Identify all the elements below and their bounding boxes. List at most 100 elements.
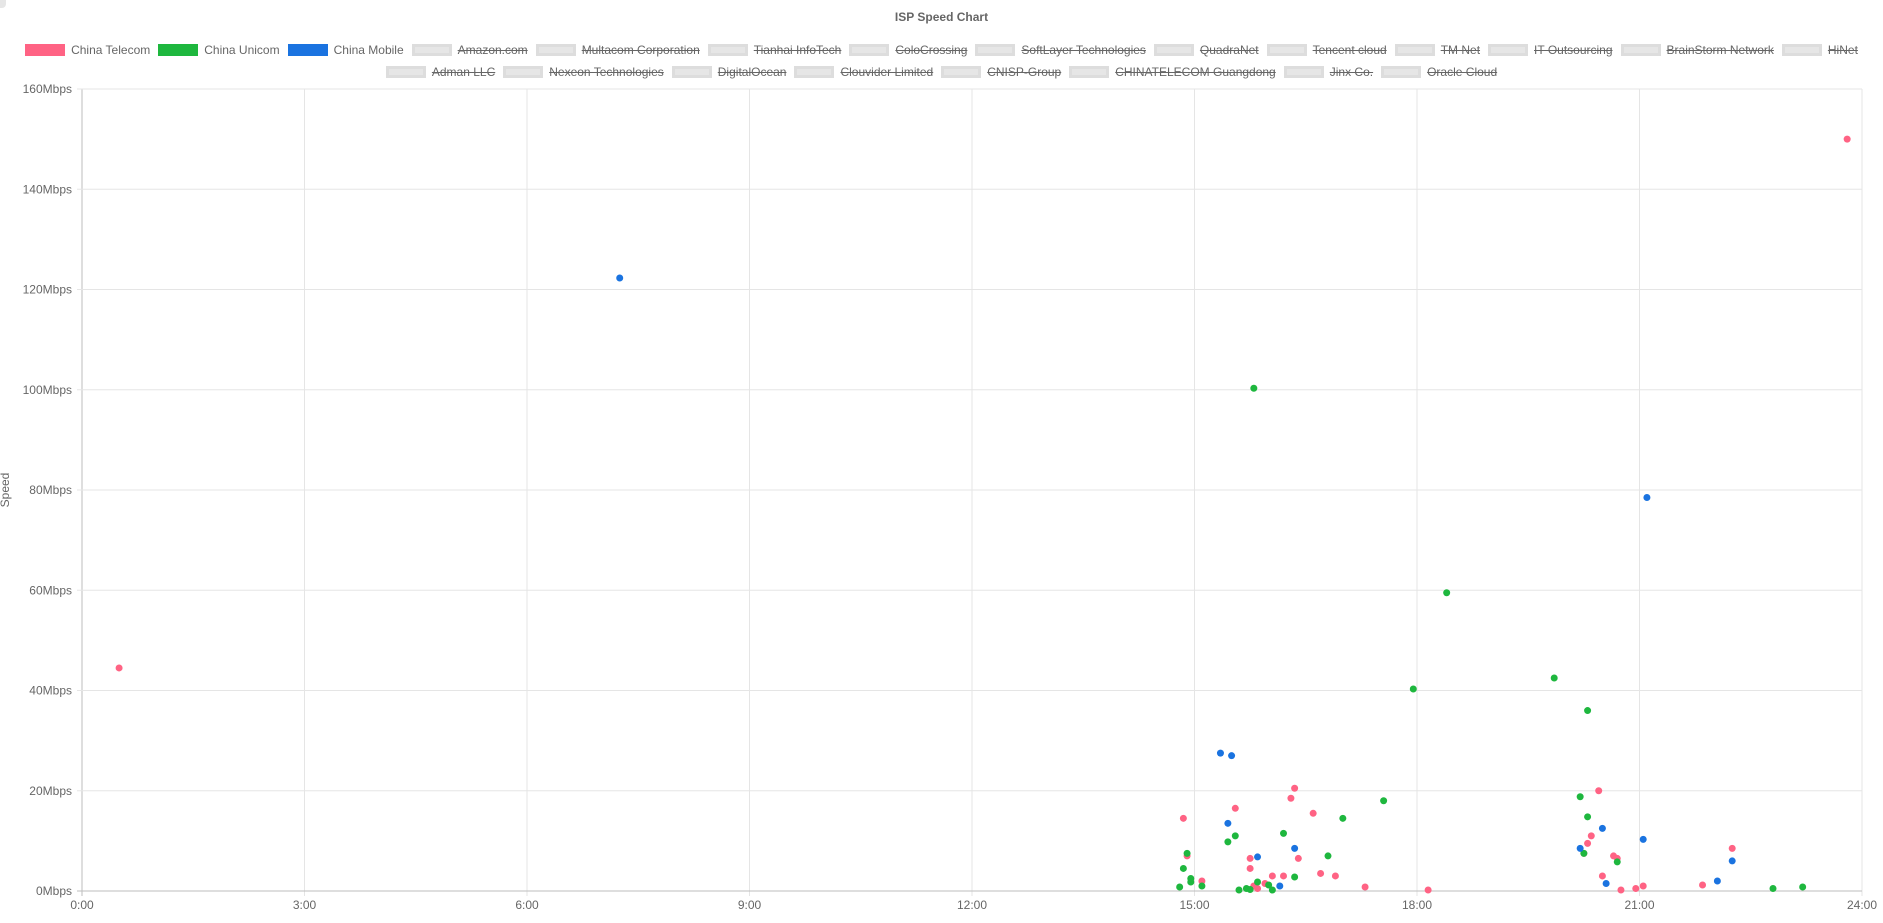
data-point	[1254, 878, 1262, 886]
y-axis-title: Speed	[0, 473, 12, 508]
legend-item[interactable]: CNISP-Group	[941, 65, 1061, 79]
legend-swatch	[671, 66, 712, 78]
y-tick-label: 20Mbps	[29, 784, 72, 798]
data-point	[1584, 707, 1592, 715]
legend-label: TM Net	[1440, 43, 1481, 57]
data-point	[616, 274, 624, 282]
data-point	[1187, 878, 1195, 886]
legend-item[interactable]: Tencent cloud	[1266, 43, 1387, 57]
legend-swatch	[1781, 44, 1822, 56]
legend-swatch	[503, 66, 544, 78]
data-point	[1639, 835, 1647, 843]
data-point	[1280, 829, 1287, 837]
legend-item[interactable]: China Mobile	[287, 43, 404, 57]
data-point	[1291, 873, 1299, 881]
x-tick-label: 21:00	[1624, 898, 1654, 912]
legend-item[interactable]: China Unicom	[158, 43, 280, 57]
data-point	[1643, 494, 1651, 502]
legend-swatch	[941, 66, 982, 78]
legend-item[interactable]: SoftLayer Technologies	[975, 43, 1146, 57]
x-tick-label: 24:00	[1847, 898, 1877, 912]
legend-item[interactable]: Jinx Co.	[1283, 65, 1373, 79]
data-point	[1309, 809, 1317, 817]
legend-label: IT Outsourcing	[1534, 43, 1613, 57]
data-point	[1291, 784, 1299, 792]
x-tick-label: 15:00	[1179, 898, 1209, 912]
data-point	[1602, 879, 1610, 887]
legend-label: China Mobile	[333, 43, 404, 57]
legend-item[interactable]: CHINATELECOM Guangdong	[1069, 65, 1276, 79]
legend-item[interactable]: Adman LLC	[385, 65, 495, 79]
legend-item[interactable]: Amazon.com	[411, 43, 528, 57]
data-point	[1339, 814, 1347, 822]
legend-item[interactable]: Tianhai InfoTech	[707, 43, 841, 57]
y-tick-label: 120Mbps	[23, 283, 72, 297]
legend-item[interactable]: IT Outsourcing	[1488, 43, 1613, 57]
x-tick-label: 3:00	[293, 898, 317, 912]
data-point	[1424, 886, 1432, 894]
legend-row: Adman LLC Nexeon Technologies DigitalOcean…	[0, 65, 1883, 79]
data-point	[1198, 882, 1206, 890]
x-tick-label: 6:00	[515, 898, 539, 912]
data-point	[1361, 883, 1369, 891]
data-point	[1265, 881, 1273, 889]
legend-swatch	[1381, 66, 1422, 78]
data-point	[1276, 882, 1284, 890]
legend-swatch	[158, 44, 199, 56]
legend-item[interactable]: BrainStorm Network	[1620, 43, 1774, 57]
legend-swatch	[849, 44, 890, 56]
legend-item[interactable]: HiNet	[1781, 43, 1858, 57]
y-tick-label: 60Mbps	[29, 583, 72, 597]
data-point	[1176, 883, 1184, 891]
data-point	[1331, 872, 1339, 880]
data-point	[1639, 882, 1647, 890]
data-point	[1179, 864, 1187, 872]
legend-swatch	[25, 44, 66, 56]
y-tick-label: 0Mbps	[36, 884, 72, 898]
chart-title: ISP Speed Chart	[894, 10, 989, 24]
data-point	[1246, 864, 1254, 872]
data-point	[1228, 752, 1236, 760]
data-point	[1216, 749, 1224, 757]
data-point	[1587, 832, 1595, 840]
data-point	[1246, 854, 1254, 862]
legend-item[interactable]: ColoCrossing	[849, 43, 967, 57]
data-point	[1317, 869, 1325, 877]
y-tick-label: 80Mbps	[29, 483, 72, 497]
data-point	[1183, 849, 1191, 857]
legend-label: BrainStorm Network	[1666, 43, 1774, 57]
legend-item[interactable]: DigitalOcean	[671, 65, 786, 79]
legend-swatch	[411, 44, 452, 56]
data-point	[1291, 844, 1299, 852]
data-point	[1595, 787, 1603, 795]
legend-swatch	[535, 44, 576, 56]
legend-item[interactable]: China Telecom	[25, 43, 150, 57]
legend-label: ColoCrossing	[895, 43, 968, 57]
data-point	[1179, 814, 1187, 822]
legend-item[interactable]: TM Net	[1394, 43, 1481, 57]
corner-tab	[0, 0, 6, 8]
data-point	[115, 664, 123, 672]
legend-swatch	[1069, 66, 1110, 78]
data-point	[1254, 884, 1262, 892]
legend-item[interactable]: Nexeon Technologies	[503, 65, 664, 79]
data-point	[1584, 839, 1592, 847]
legend-label: Amazon.com	[457, 43, 528, 57]
x-tick-label: 9:00	[738, 898, 762, 912]
data-point	[1324, 852, 1332, 860]
data-point	[1584, 813, 1592, 821]
legend-item[interactable]: Multacom Corporation	[535, 43, 700, 57]
x-tick-label: 0:00	[70, 898, 94, 912]
data-point	[1280, 872, 1287, 880]
data-point	[1268, 872, 1276, 880]
data-point	[1198, 877, 1206, 885]
legend-label: Oracle Cloud	[1427, 65, 1498, 79]
legend-item[interactable]: QuadraNet	[1153, 43, 1259, 57]
x-tick-label: 12:00	[957, 898, 987, 912]
legend-label: CHINATELECOM Guangdong	[1115, 65, 1276, 79]
data-point	[1843, 135, 1851, 143]
legend-item[interactable]: Oracle Cloud	[1381, 65, 1497, 79]
legend-swatch	[287, 44, 328, 56]
legend-item[interactable]: Clouvider Limited	[794, 65, 933, 79]
